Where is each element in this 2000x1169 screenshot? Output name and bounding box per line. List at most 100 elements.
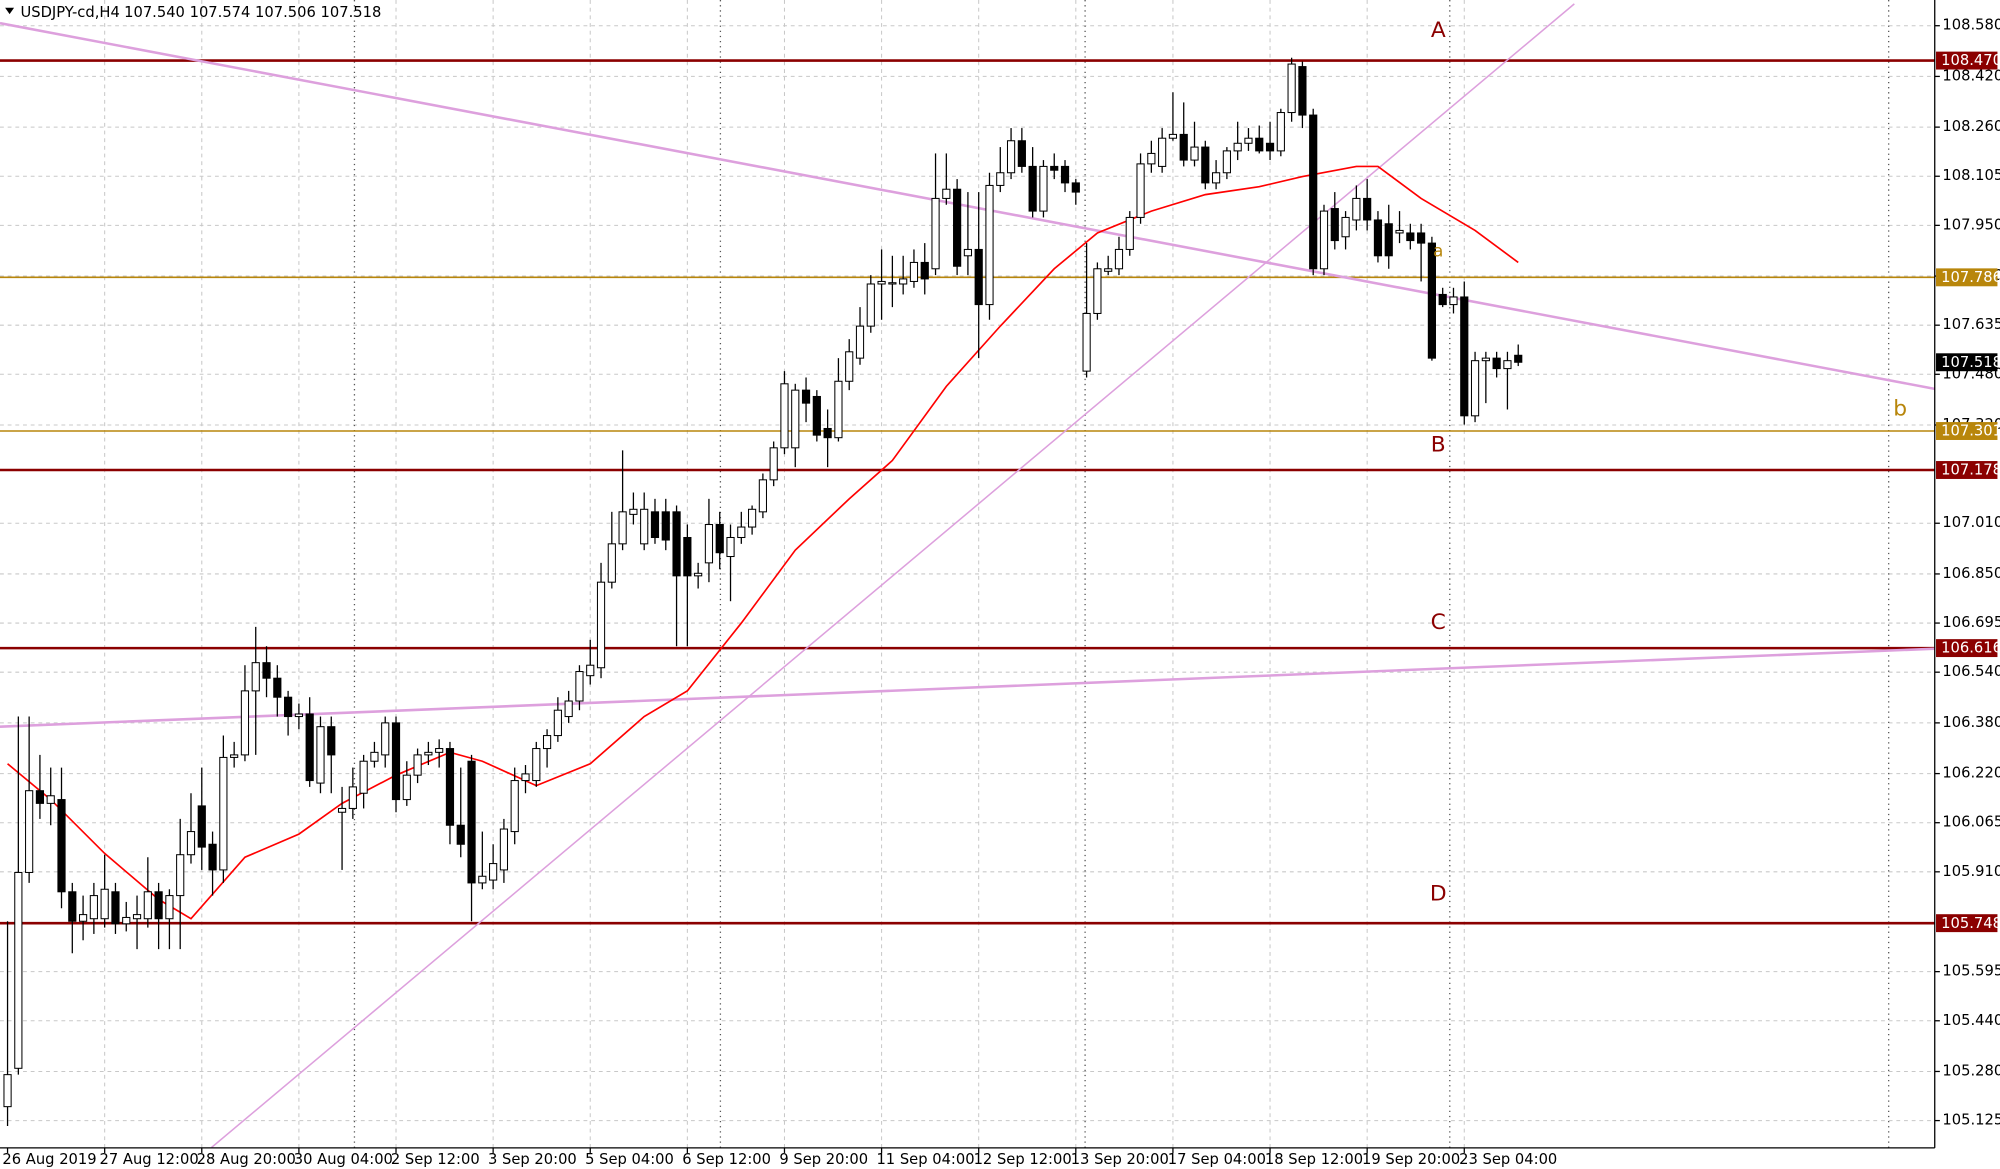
- candle-body: [176, 854, 185, 897]
- level-label-box: [1936, 461, 1998, 479]
- candle-body: [240, 690, 250, 756]
- candle-body: [251, 662, 260, 692]
- candle-body: [1114, 248, 1124, 270]
- candle-body: [143, 891, 152, 920]
- axis: 108.580 108.420 108.260 108.105 107.950 107.7…: [2, 17, 2000, 1168]
- candle-body: [1233, 142, 1242, 152]
- candle-body: [532, 748, 541, 782]
- candle-body: [1514, 354, 1523, 363]
- level-label-box: [1936, 268, 1998, 287]
- candle-body: [219, 756, 228, 871]
- candle-body: [899, 278, 908, 285]
- x-tick-label: 9 Sep 20:00: [779, 1151, 868, 1168]
- candle-body: [888, 282, 897, 285]
- candle-body: [1406, 232, 1415, 242]
- candle-body: [834, 380, 843, 439]
- x-tick-label: 13 Sep 20:00: [1071, 1151, 1169, 1168]
- candle-body: [1373, 219, 1383, 257]
- y-tick-label: 107.635: [1942, 316, 2000, 333]
- candle-body: [100, 888, 109, 920]
- y-tick-label: 105.440: [1942, 1012, 2000, 1029]
- x-tick-label: 3 Sep 20:00: [488, 1151, 577, 1168]
- candle-body: [737, 526, 746, 539]
- candle-body: [1104, 268, 1113, 272]
- candle-body: [1298, 66, 1307, 116]
- y-tick-label: 108.420: [1942, 67, 2000, 84]
- plot-area: [0, 3, 1935, 1148]
- candle-body: [553, 709, 562, 737]
- candle-body: [132, 914, 142, 920]
- candle-body: [1244, 137, 1253, 144]
- candle-body: [294, 713, 303, 718]
- y-tick-label: 105.280: [1942, 1062, 2000, 1079]
- candle-body: [402, 774, 411, 801]
- candle-body: [1481, 357, 1490, 362]
- level-label-box: [1936, 914, 1998, 933]
- candle-body: [1179, 133, 1188, 161]
- candle-body: [327, 726, 336, 756]
- level-label: 107.301: [1941, 423, 2000, 440]
- candle-body: [629, 508, 638, 515]
- candle-body: [618, 511, 627, 545]
- x-tick-label: 5 Sep 04:00: [585, 1151, 674, 1168]
- candle-body: [812, 395, 821, 436]
- candle-body: [1050, 165, 1059, 171]
- y-tick-label: 108.580: [1942, 17, 2000, 34]
- candle-body: [57, 799, 66, 893]
- y-tick-label: 106.380: [1942, 714, 2000, 731]
- annotation: B: [1431, 432, 1446, 457]
- candle-body: [391, 722, 401, 801]
- annotation: D: [1430, 881, 1447, 906]
- level-label: 106.616: [1941, 640, 2000, 657]
- candle-body: [230, 754, 239, 758]
- candle-body: [1287, 63, 1296, 114]
- y-tick-label: 105.910: [1942, 863, 2000, 880]
- last-price-label: 107.518: [1941, 354, 2000, 371]
- candle-body: [996, 172, 1005, 186]
- candle-body: [284, 696, 293, 718]
- x-tick-label: 27 Aug 12:00: [100, 1151, 199, 1168]
- candle-body: [1017, 140, 1026, 167]
- candle-body: [337, 807, 347, 813]
- candle-body: [1006, 140, 1016, 174]
- candle-body: [89, 895, 98, 920]
- candle-body: [510, 780, 519, 833]
- candle-body: [748, 508, 757, 528]
- y-tick-label: 107.950: [1942, 216, 2000, 233]
- x-tick-label: 17 Sep 04:00: [1168, 1151, 1266, 1168]
- candle-body: [197, 805, 206, 848]
- x-tick-label: 30 Aug 04:00: [294, 1151, 393, 1168]
- candle-body: [974, 248, 983, 306]
- candle-body: [262, 662, 271, 679]
- candle-body: [801, 389, 811, 404]
- candle-body: [1147, 152, 1156, 165]
- candle-body: [273, 677, 282, 698]
- candle-body: [435, 748, 444, 753]
- candle-body: [542, 735, 552, 750]
- candle-body: [1417, 232, 1426, 244]
- level-label-box: [1936, 639, 1998, 658]
- candle-body: [316, 726, 325, 784]
- candle-body: [704, 523, 714, 564]
- y-tick-label: 107.010: [1942, 514, 2000, 531]
- moving-average: [7, 165, 1519, 920]
- menu-triangle: [5, 7, 15, 15]
- candle-body: [931, 197, 940, 270]
- candle-body: [489, 863, 498, 881]
- candle-body: [1460, 296, 1469, 417]
- candle-body: [564, 700, 573, 718]
- y-tick-label: 106.695: [1942, 614, 2000, 631]
- x-tick-label: 19 Sep 20:00: [1362, 1151, 1460, 1168]
- candle-body: [1427, 242, 1436, 359]
- candle-body: [208, 843, 217, 871]
- level-label: 107.178: [1941, 462, 2000, 479]
- candle-body: [650, 511, 660, 539]
- y-tick-label: 106.065: [1942, 814, 2000, 831]
- candle-body: [769, 447, 778, 481]
- x-tick-label: 6 Sep 12:00: [682, 1151, 771, 1168]
- candle-body: [1222, 150, 1231, 174]
- candle-body: [1136, 163, 1145, 218]
- candle-body: [920, 261, 929, 280]
